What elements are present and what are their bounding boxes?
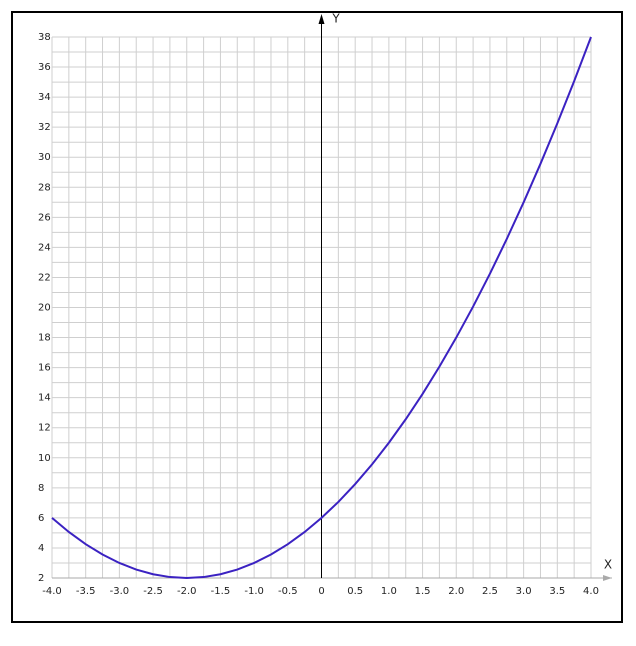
y-tick-label: 2: [38, 573, 44, 584]
x-tick-label: -1.0: [244, 586, 264, 597]
y-tick-label: 12: [38, 423, 51, 434]
x-tick-label: 0: [318, 586, 324, 597]
y-tick-label: 4: [38, 543, 44, 554]
x-tick-label: 2.5: [482, 586, 498, 597]
x-tick-label: -0.5: [278, 586, 298, 597]
x-tick-label: 0.5: [347, 586, 363, 597]
x-tick-label: -3.5: [76, 586, 96, 597]
frame: [11, 11, 623, 623]
y-tick-label: 18: [38, 333, 51, 344]
y-tick-label: 38: [38, 32, 51, 43]
x-tick-label: -1.5: [211, 586, 231, 597]
y-tick-label: 22: [38, 272, 51, 283]
x-tick-label: 3.5: [549, 586, 565, 597]
y-tick-label: 32: [38, 122, 51, 133]
y-tick-label: 36: [38, 62, 51, 73]
x-tick-label: -3.0: [110, 586, 130, 597]
x-tick-label: -4.0: [42, 586, 62, 597]
x-axis-label: X: [604, 558, 612, 572]
y-tick-label: 14: [38, 393, 51, 404]
y-tick-label: 30: [38, 152, 51, 163]
x-tick-label: -2.5: [143, 586, 163, 597]
x-tick-label: 3.0: [516, 586, 532, 597]
y-tick-label: 8: [38, 483, 44, 494]
x-tick-label: 1.0: [381, 586, 397, 597]
x-tick-label: 2.0: [448, 586, 464, 597]
y-tick-label: 16: [38, 363, 51, 374]
curve: [51, 36, 592, 580]
y-tick-label: 26: [38, 212, 51, 223]
x-tick-label: 4.0: [583, 586, 599, 597]
y-tick-label: 6: [38, 513, 44, 524]
x-axis-arrow: [603, 575, 612, 581]
y-axis-arrow: [318, 14, 325, 24]
y-tick-label: 28: [38, 182, 51, 193]
y-tick-label: 10: [38, 453, 51, 464]
x-tick-label: -2.0: [177, 586, 197, 597]
y-tick-label: 34: [38, 92, 51, 103]
x-tick-label: 1.5: [415, 586, 431, 597]
y-tick-label: 24: [38, 242, 51, 253]
y-axis-label: Y: [331, 12, 340, 26]
y-tick-label: 20: [38, 303, 51, 314]
